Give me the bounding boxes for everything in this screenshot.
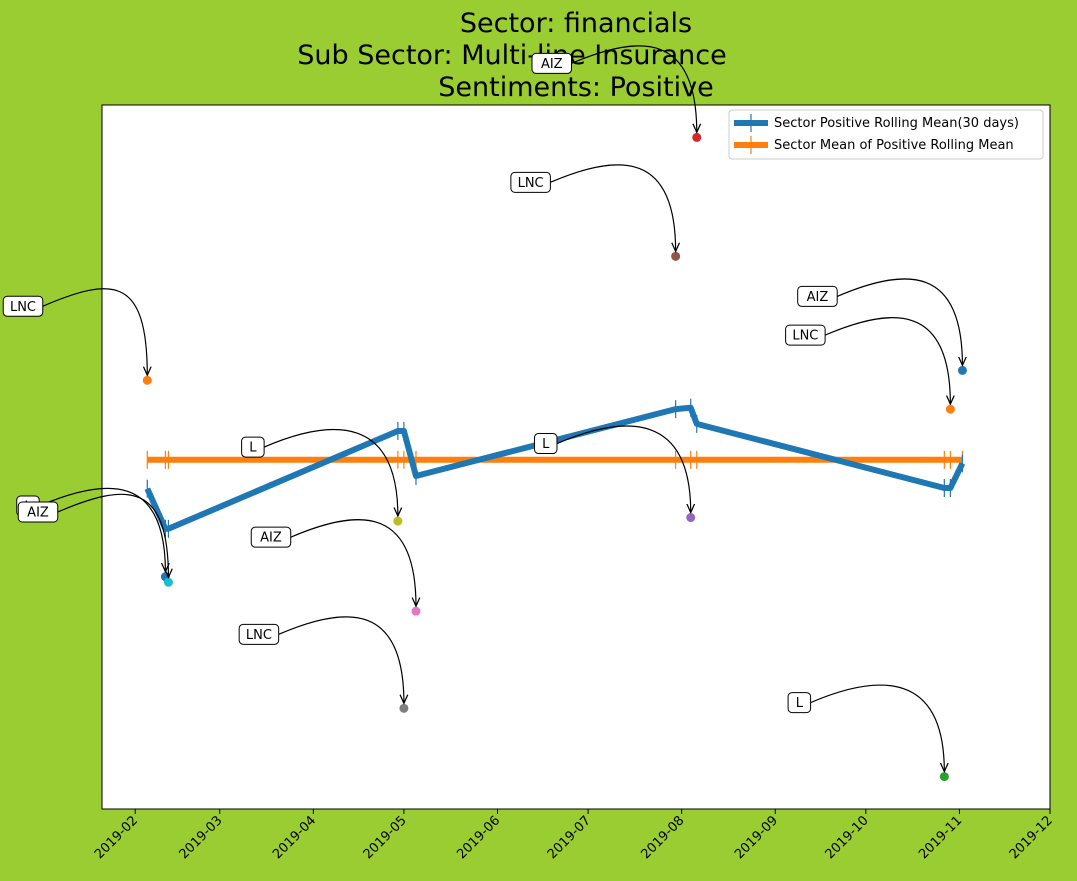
annotation-aiz-5: AIZ [250, 519, 416, 607]
annotation-label-3: L [249, 441, 257, 456]
annotation-box-6 [510, 171, 551, 193]
legend-label-sector-mean: Sector Mean of Positive Rolling Mean [774, 138, 1014, 153]
legend-box [728, 109, 1044, 160]
annotation-label-9: L [796, 696, 804, 711]
annotation-aiz-11: AIZ [797, 278, 963, 366]
point-aiz-2 [163, 577, 173, 587]
chart-title-line-1: Sector: financials [460, 8, 692, 39]
annotation-arrow-5 [290, 519, 416, 607]
annotation-lnc-6: LNC [510, 164, 676, 252]
annotation-lnc-4: LNC [238, 616, 404, 704]
chart-title: Sector: financials Sub Sector: Multi-lin… [297, 8, 727, 103]
point-lnc-10 [945, 404, 955, 414]
x-tick-label-4: 2019-06 [454, 813, 503, 862]
annotation-box-0 [2, 295, 44, 317]
annotation-arrow-7 [556, 425, 691, 513]
annotation-box-3 [241, 436, 265, 458]
annotation-aiz-2: AIZ [17, 493, 169, 577]
annotation-box-9 [787, 692, 812, 714]
annotation-label-5: AIZ [260, 531, 282, 546]
annotation-aiz-8: AIZ [531, 45, 697, 133]
annotation-arrow-8 [571, 45, 697, 133]
annotation-label-2: AIZ [27, 506, 49, 521]
point-l-3 [393, 516, 403, 526]
x-tick-label-10: 2019-12 [1007, 813, 1056, 862]
annotation-arrow-10 [824, 317, 950, 405]
annotation-label-7: L [542, 437, 550, 452]
annotation-lnc-0: LNC [2, 288, 148, 376]
x-tick-label-1: 2019-03 [177, 813, 226, 862]
annotation-label-8: AIZ [541, 57, 563, 72]
point-aiz-8 [692, 132, 702, 142]
annotation-arrow-6 [550, 164, 675, 252]
annotation-l-9: L [787, 684, 945, 772]
annotation-arrow-2 [57, 493, 169, 577]
point-l-7 [686, 513, 696, 523]
annotation-arrow-0 [42, 288, 148, 376]
annotation-box-11 [797, 285, 838, 307]
annotation-label-10: LNC [792, 329, 818, 344]
annotation-l-3: L [241, 429, 398, 517]
points-layer [142, 132, 967, 782]
annotation-label-0: LNC [10, 300, 36, 315]
annotation-l-7: L [533, 425, 691, 513]
point-lnc-6 [671, 251, 681, 261]
x-tick-label-3: 2019-05 [361, 813, 410, 862]
annotation-box-7 [533, 433, 558, 455]
legend: Sector Positive Rolling Mean(30 days) Se… [728, 109, 1044, 160]
annotation-arrow-3 [263, 429, 398, 517]
chart-title-line-2: Sub Sector: Multi-line Insurance [297, 40, 727, 71]
annotation-label-6: LNC [518, 176, 544, 191]
annotation-box-5 [250, 526, 292, 548]
annotation-label-4: LNC [246, 628, 272, 643]
legend-label-rolling-mean: Sector Positive Rolling Mean(30 days) [774, 116, 1019, 131]
x-tick-label-6: 2019-08 [638, 813, 687, 862]
x-tick-label-9: 2019-11 [916, 813, 965, 862]
point-lnc-4 [399, 703, 409, 713]
point-aiz-11 [957, 365, 967, 375]
x-tick-label-8: 2019-10 [823, 813, 872, 862]
plot-frame [101, 104, 1051, 810]
annotation-arrow-1 [39, 487, 165, 571]
annotation-arrow-4 [278, 616, 404, 704]
annotation-box-8 [531, 52, 573, 74]
annotation-arrow-9 [810, 684, 945, 772]
point-lnc-0 [142, 375, 152, 385]
legend-entry-sector-mean: Sector Mean of Positive Rolling Mean [734, 136, 1014, 154]
x-tick-label-7: 2019-09 [732, 813, 781, 862]
point-l-9 [939, 772, 949, 782]
annotation-label-11: AIZ [807, 290, 829, 305]
point-aiz-5 [411, 606, 421, 616]
legend-entry-rolling-mean: Sector Positive Rolling Mean(30 days) [734, 114, 1019, 132]
annotations-layer: LNCLAIZLLNCAIZLNCLAIZLLNCAIZ [2, 45, 963, 772]
annotation-arrow-11 [836, 278, 962, 366]
annotation-lnc-10: LNC [785, 317, 951, 405]
x-tick-label-0: 2019-02 [92, 813, 141, 862]
annotation-box-10 [785, 324, 826, 346]
x-axis: 2019-02 2019-03 2019-04 2019-05 2019-06 2019-… [92, 809, 1056, 862]
x-tick-label-2: 2019-04 [270, 813, 319, 862]
chart-title-line-3: Sentiments: Positive [438, 72, 713, 103]
annotation-box-2 [17, 501, 59, 523]
annotation-box-4 [238, 623, 280, 645]
x-tick-label-5: 2019-07 [545, 813, 594, 862]
